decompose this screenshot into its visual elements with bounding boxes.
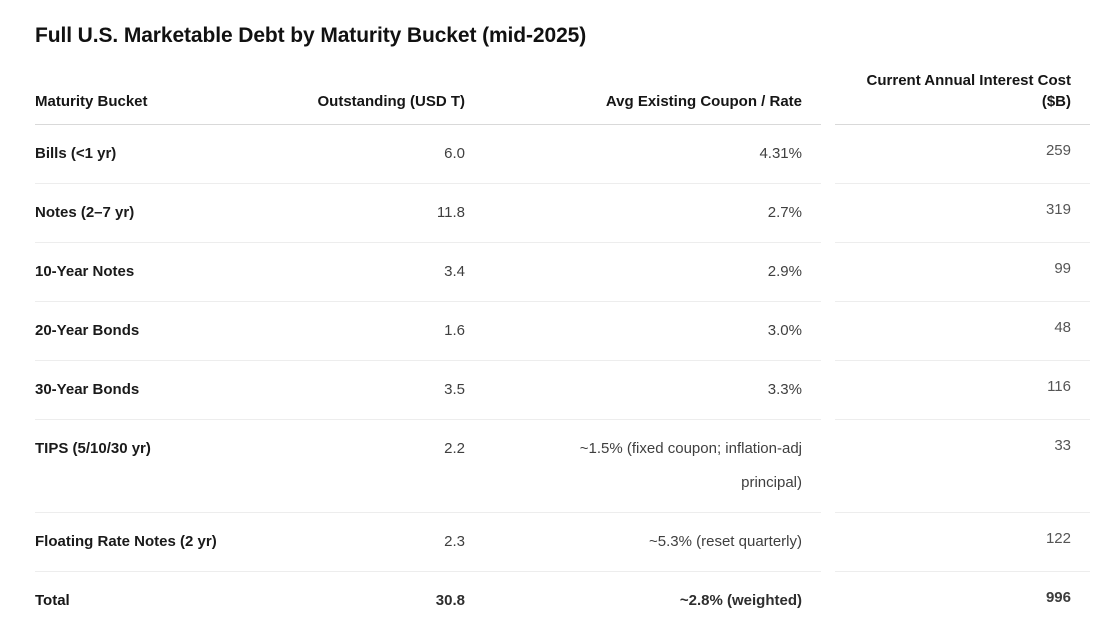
cell-value: 48 [1054, 319, 1071, 336]
cell-value: ~5.3% (reset quarterly) [649, 525, 802, 559]
cell: Total [35, 572, 290, 630]
cell: 10-Year Notes [35, 243, 290, 302]
cell: ~2.8% (weighted) [465, 572, 802, 630]
cell-value: 33 [1054, 437, 1071, 454]
cell: 33 [802, 420, 1090, 513]
cell-value: 319 [1046, 201, 1071, 218]
cell: 11.8 [290, 184, 465, 243]
cell: ~5.3% (reset quarterly) [465, 513, 802, 572]
cell: 116 [802, 361, 1090, 420]
cell-value: 122 [1046, 530, 1071, 547]
cell-value: 996 [1046, 589, 1071, 606]
cell: 259 [802, 125, 1090, 184]
table-row: Bills (<1 yr) 6.0 4.31% 259 [35, 125, 1090, 184]
cell: 2.3 [290, 513, 465, 572]
cell: 2.7% [465, 184, 802, 243]
cell-value: ~1.5% (fixed coupon; inflation-adj princ… [517, 432, 802, 500]
debt-table-wrap: Maturity Bucket Outstanding (USD T) Avg Ex… [35, 52, 1090, 630]
table-row: Notes (2–7 yr) 11.8 2.7% 319 [35, 184, 1090, 243]
cell-value: 10-Year Notes [35, 263, 134, 280]
cell-value: Floating Rate Notes (2 yr) [35, 533, 217, 550]
cell: 4.31% [465, 125, 802, 184]
cell: 30-Year Bonds [35, 361, 290, 420]
cell: 3.5 [290, 361, 465, 420]
cell: Floating Rate Notes (2 yr) [35, 513, 290, 572]
page-title: Full U.S. Marketable Debt by Maturity Bu… [35, 22, 1090, 50]
cell: 122 [802, 513, 1090, 572]
cell: 3.3% [465, 361, 802, 420]
cell: 20-Year Bonds [35, 302, 290, 361]
cell-value: Notes (2–7 yr) [35, 204, 134, 221]
cell-value: 2.3 [444, 533, 465, 550]
cell-value: ~2.8% (weighted) [680, 584, 802, 618]
column-header: Maturity Bucket [35, 52, 290, 125]
cell: 3.0% [465, 302, 802, 361]
table-row: 10-Year Notes 3.4 2.9% 99 [35, 243, 1090, 302]
table-row: Floating Rate Notes (2 yr) 2.3 ~5.3% (rese… [35, 513, 1090, 572]
cell-value: 2.7% [768, 196, 802, 230]
cell-value: 1.6 [444, 322, 465, 339]
column-gap-divider [821, 52, 835, 630]
cell: 996 [802, 572, 1090, 630]
column-header: Avg Existing Coupon / Rate [465, 52, 802, 125]
cell-value: 3.4 [444, 263, 465, 280]
cell-value: 4.31% [759, 137, 802, 171]
cell: 48 [802, 302, 1090, 361]
cell-value: 3.5 [444, 381, 465, 398]
cell-value: 116 [1047, 378, 1071, 395]
cell-value: Bills (<1 yr) [35, 145, 116, 162]
cell: TIPS (5/10/30 yr) [35, 420, 290, 513]
cell: 2.2 [290, 420, 465, 513]
header-row: Maturity Bucket Outstanding (USD T) Avg Ex… [35, 52, 1090, 125]
cell: Bills (<1 yr) [35, 125, 290, 184]
cell-value: 3.0% [768, 314, 802, 348]
debt-table: Maturity Bucket Outstanding (USD T) Avg Ex… [35, 52, 1090, 630]
table-row: 20-Year Bonds 1.6 3.0% 48 [35, 302, 1090, 361]
column-header: Current Annual Interest Cost ($B) [802, 52, 1090, 125]
cell-value: 30.8 [436, 592, 465, 609]
cell-value: 2.2 [444, 440, 465, 457]
cell: 99 [802, 243, 1090, 302]
total-row: Total 30.8 ~2.8% (weighted) 996 [35, 572, 1090, 630]
table-row: TIPS (5/10/30 yr) 2.2 ~1.5% (fixed coupon;… [35, 420, 1090, 513]
cell-value: 11.8 [437, 204, 465, 221]
cell: Notes (2–7 yr) [35, 184, 290, 243]
cell-value: 99 [1054, 260, 1071, 277]
cell: 6.0 [290, 125, 465, 184]
column-header-label: Maturity Bucket [35, 93, 148, 110]
cell: 319 [802, 184, 1090, 243]
cell: 30.8 [290, 572, 465, 630]
table-row: 30-Year Bonds 3.5 3.3% 116 [35, 361, 1090, 420]
column-header-label: Current Annual Interest Cost ($B) [856, 70, 1071, 112]
cell: ~1.5% (fixed coupon; inflation-adj princ… [465, 420, 802, 513]
cell-value: 20-Year Bonds [35, 322, 139, 339]
table-body: Bills (<1 yr) 6.0 4.31% 259 Notes (2–7 yr) 11… [35, 125, 1090, 630]
cell-value: Total [35, 592, 70, 609]
cell: 2.9% [465, 243, 802, 302]
cell-value: 6.0 [444, 145, 465, 162]
cell-value: 30-Year Bonds [35, 381, 139, 398]
column-header-label: Outstanding (USD T) [318, 93, 465, 110]
column-header: Outstanding (USD T) [290, 52, 465, 125]
column-header-label: Avg Existing Coupon / Rate [606, 93, 802, 110]
cell-value: 259 [1046, 142, 1071, 159]
cell: 3.4 [290, 243, 465, 302]
cell: 1.6 [290, 302, 465, 361]
cell-value: 3.3% [768, 373, 802, 407]
cell-value: TIPS (5/10/30 yr) [35, 440, 151, 457]
cell-value: 2.9% [768, 255, 802, 289]
